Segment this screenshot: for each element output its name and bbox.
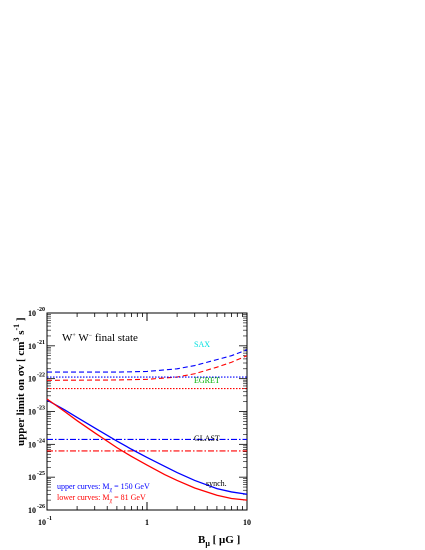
y-tick-exponent: -25 [37, 471, 45, 477]
y-tick-exponent: -24 [37, 438, 45, 444]
series-line-sax-0 [47, 349, 248, 373]
y-tick-label: 10 [28, 309, 36, 318]
annotation-synch: synch. [206, 479, 227, 488]
y-tick-label: 10 [28, 440, 36, 449]
y-tick-exponent: -26 [37, 504, 45, 510]
y-tick-exponent: -21 [37, 340, 45, 346]
y-tick-label: 10 [28, 342, 36, 351]
annotation-sax: SAX [194, 340, 210, 349]
series-line-synch-6 [46, 399, 248, 495]
y-tick-exponent: -23 [37, 406, 45, 412]
axis-ticks [46, 312, 248, 511]
y-tick-exponent: -20 [37, 307, 45, 313]
y-tick-label: 10 [28, 473, 36, 482]
x-tick-label: 10 [38, 518, 46, 527]
annotation-egret: EGRET [194, 376, 220, 385]
y-tick-label: 10 [28, 375, 36, 384]
y-axis-label: upper limit on σv [ cm3 s-1 ] [12, 317, 27, 446]
series-line-sax-1 [46, 355, 248, 381]
x-tick-label: 1 [145, 518, 149, 527]
chart-title: W+ W− final state [62, 332, 138, 344]
y-tick-label: 10 [28, 408, 36, 417]
legend-lower-curves: lower curves: Mχ = 81 GeV [57, 493, 146, 504]
legend-upper-curves: upper curves: Mχ = 150 GeV [57, 482, 150, 493]
series-line-synch-7 [46, 398, 248, 501]
annotation-glast: GLAST [194, 434, 220, 443]
x-tick-labels: 10 -1 1 10 [38, 516, 251, 527]
x-axis-label: Bμ [ μG ] [198, 534, 240, 548]
series-group [46, 349, 248, 501]
y-tick-exponent: -22 [37, 373, 45, 379]
x-tick-exponent: -1 [47, 516, 52, 522]
y-tick-label: 10 [28, 506, 36, 515]
x-tick-label: 10 [243, 518, 251, 527]
